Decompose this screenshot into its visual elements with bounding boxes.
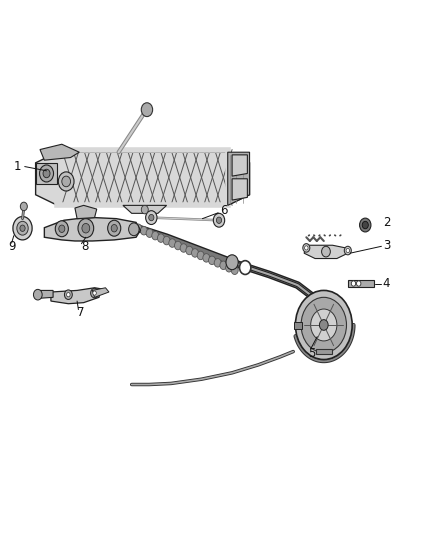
Circle shape [91, 288, 99, 298]
Circle shape [197, 251, 204, 260]
Circle shape [180, 244, 187, 252]
Circle shape [78, 219, 94, 238]
Circle shape [59, 225, 65, 232]
Circle shape [174, 241, 181, 250]
Polygon shape [44, 217, 141, 241]
Circle shape [240, 261, 251, 274]
Text: 5: 5 [308, 346, 315, 360]
Polygon shape [75, 205, 97, 219]
Polygon shape [316, 349, 332, 354]
Circle shape [216, 217, 222, 223]
Circle shape [357, 281, 361, 286]
Circle shape [186, 246, 193, 255]
Circle shape [135, 224, 142, 232]
Circle shape [208, 256, 215, 264]
Circle shape [344, 246, 351, 255]
Circle shape [17, 221, 28, 235]
Circle shape [141, 205, 148, 214]
Polygon shape [228, 152, 250, 205]
Circle shape [319, 320, 328, 330]
Circle shape [301, 297, 346, 353]
Polygon shape [40, 144, 79, 160]
Text: 6: 6 [220, 204, 227, 216]
Circle shape [226, 255, 238, 270]
Circle shape [213, 213, 225, 227]
Circle shape [346, 248, 350, 253]
Circle shape [146, 211, 157, 224]
Circle shape [111, 224, 117, 232]
Circle shape [141, 227, 148, 235]
Circle shape [226, 263, 233, 272]
Circle shape [55, 221, 68, 237]
Circle shape [62, 176, 71, 187]
Circle shape [108, 220, 121, 236]
Circle shape [321, 246, 330, 257]
Polygon shape [294, 322, 302, 329]
Polygon shape [320, 325, 327, 352]
Circle shape [163, 236, 170, 245]
Circle shape [149, 214, 154, 221]
Circle shape [82, 223, 90, 233]
Text: 7: 7 [77, 306, 85, 319]
Circle shape [214, 259, 221, 267]
Circle shape [58, 172, 74, 191]
Circle shape [39, 165, 53, 182]
Circle shape [152, 231, 159, 240]
Circle shape [64, 290, 72, 300]
Circle shape [20, 225, 25, 231]
Circle shape [303, 244, 310, 252]
Polygon shape [232, 179, 247, 200]
Circle shape [311, 309, 337, 341]
Circle shape [67, 293, 70, 297]
Text: 8: 8 [81, 240, 89, 253]
Text: 3: 3 [383, 239, 390, 252]
Circle shape [43, 169, 50, 177]
Circle shape [220, 261, 227, 270]
Circle shape [20, 202, 27, 211]
Circle shape [304, 246, 308, 250]
Circle shape [146, 229, 153, 237]
Polygon shape [51, 288, 101, 304]
Circle shape [295, 290, 352, 360]
Circle shape [362, 221, 368, 229]
Circle shape [360, 218, 371, 232]
Circle shape [93, 291, 96, 295]
Circle shape [203, 254, 210, 262]
Circle shape [157, 234, 164, 243]
Circle shape [141, 103, 152, 117]
Polygon shape [38, 290, 53, 298]
Circle shape [169, 239, 176, 247]
Text: 4: 4 [383, 277, 390, 290]
Circle shape [129, 223, 139, 236]
Polygon shape [35, 152, 250, 205]
Polygon shape [348, 280, 374, 287]
Text: 2: 2 [383, 216, 390, 229]
Circle shape [231, 266, 238, 274]
Polygon shape [232, 155, 247, 176]
Circle shape [351, 281, 356, 286]
Polygon shape [92, 288, 109, 297]
Polygon shape [35, 163, 57, 184]
Polygon shape [304, 245, 348, 259]
Text: 1: 1 [14, 160, 21, 173]
Circle shape [13, 216, 32, 240]
Circle shape [33, 289, 42, 300]
Circle shape [191, 249, 198, 257]
Text: 9: 9 [9, 240, 16, 253]
Polygon shape [123, 205, 166, 213]
